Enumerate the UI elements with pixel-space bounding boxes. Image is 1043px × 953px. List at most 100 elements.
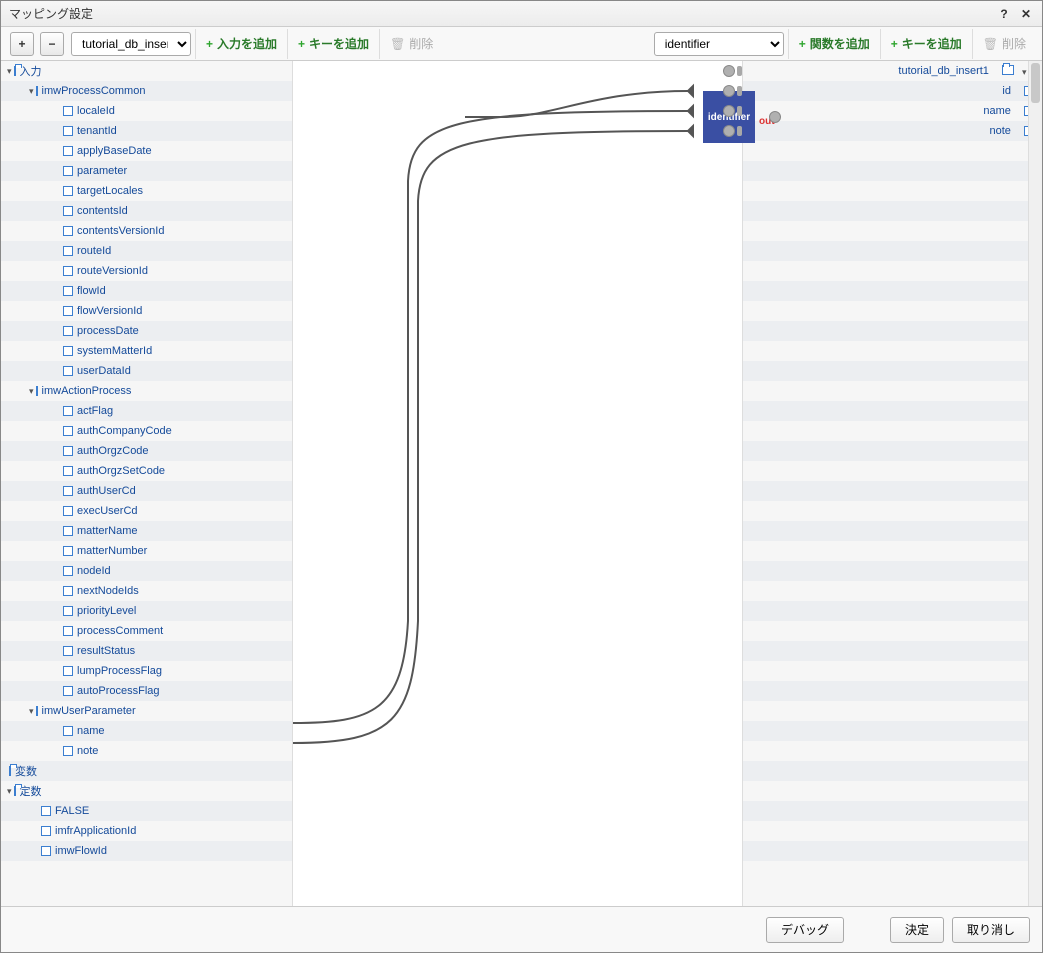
toggle-icon[interactable] [29, 826, 39, 836]
toggle-icon[interactable]: ▾ [7, 66, 12, 76]
tree-row[interactable]: ▾ imwActionProcess [1, 381, 292, 401]
toggle-icon[interactable] [51, 246, 61, 256]
toggle-icon[interactable] [51, 486, 61, 496]
expand-all-button[interactable]: + [10, 32, 34, 56]
node-label: imfrApplicationId [55, 825, 136, 837]
toggle-icon[interactable] [51, 106, 61, 116]
tree-row[interactable]: matterNumber [1, 541, 292, 561]
node-label: flowId [77, 285, 106, 297]
field-icon [63, 326, 73, 336]
toggle-icon[interactable] [51, 586, 61, 596]
toggle-icon[interactable] [51, 526, 61, 536]
toggle-icon[interactable] [51, 346, 61, 356]
tree-row[interactable]: tutorial_db_insert1 ▾ [743, 61, 1042, 81]
toggle-icon[interactable] [51, 226, 61, 236]
trash-icon: 🗑 [983, 37, 998, 51]
empty-row [743, 161, 1042, 181]
close-icon[interactable]: ✕ [1018, 6, 1034, 22]
toggle-icon[interactable] [51, 626, 61, 636]
input-port[interactable] [718, 81, 742, 101]
toggle-icon[interactable] [51, 426, 61, 436]
tree-row[interactable]: note [743, 121, 1042, 141]
tree-row[interactable]: matterName [1, 521, 292, 541]
toggle-icon[interactable] [51, 326, 61, 336]
toggle-icon[interactable] [51, 446, 61, 456]
tree-row[interactable]: name [743, 101, 1042, 121]
field-icon [63, 166, 73, 176]
tree-row[interactable]: flowId [1, 281, 292, 301]
toggle-icon[interactable] [51, 206, 61, 216]
toggle-icon[interactable]: ▾ [29, 86, 34, 96]
toggle-icon[interactable] [51, 366, 61, 376]
toggle-icon[interactable] [51, 646, 61, 656]
add-input-button[interactable]: +入力を追加 [195, 29, 287, 59]
tree-row[interactable]: execUserCd [1, 501, 292, 521]
node-label: id [1002, 85, 1011, 97]
delete-right-button[interactable]: 🗑削除 [972, 29, 1036, 59]
field-icon [41, 806, 51, 816]
delete-left-button[interactable]: 🗑削除 [379, 29, 443, 59]
toggle-icon[interactable]: ▾ [7, 786, 12, 796]
toggle-icon[interactable] [51, 286, 61, 296]
toggle-icon[interactable] [51, 126, 61, 136]
add-func-button[interactable]: +関数を追加 [788, 29, 880, 59]
toggle-icon[interactable] [51, 546, 61, 556]
add-key-right-button[interactable]: +キーを追加 [880, 29, 972, 59]
tree-row[interactable]: nextNodeIds [1, 581, 292, 601]
tree-row[interactable]: priorityLevel [1, 601, 292, 621]
toggle-icon[interactable] [51, 506, 61, 516]
empty-row [743, 641, 1042, 661]
toggle-icon[interactable] [29, 846, 39, 856]
field-icon [63, 526, 73, 536]
function-out-port[interactable] [769, 111, 781, 123]
tree-row[interactable]: contentsVersionId [1, 221, 292, 241]
center-func-select[interactable]: identifier [654, 32, 784, 56]
input-port[interactable] [718, 61, 742, 81]
empty-row [743, 721, 1042, 741]
toggle-icon[interactable] [51, 566, 61, 576]
toggle-icon[interactable] [51, 186, 61, 196]
tree-row[interactable]: id [743, 81, 1042, 101]
cancel-button[interactable]: 取り消し [952, 917, 1030, 943]
center-canvas[interactable]: identifier out [293, 61, 742, 906]
empty-row [743, 481, 1042, 501]
toggle-icon[interactable] [51, 306, 61, 316]
node-label: resultStatus [77, 645, 135, 657]
toggle-icon[interactable]: ▾ [29, 706, 34, 716]
node-label: imwActionProcess [42, 385, 132, 397]
input-port[interactable] [718, 101, 742, 121]
help-icon[interactable]: ? [996, 6, 1012, 22]
field-icon [63, 566, 73, 576]
node-label: tenantId [77, 125, 117, 137]
debug-button[interactable]: デバッグ [766, 917, 844, 943]
empty-row [743, 841, 1042, 861]
field-icon [41, 846, 51, 856]
node-label: nextNodeIds [77, 585, 139, 597]
input-port[interactable] [718, 121, 742, 141]
toggle-icon[interactable]: ▾ [29, 386, 34, 396]
left-source-select[interactable]: tutorial_db_insert [71, 32, 191, 56]
tree-row[interactable]: ▾定数 [1, 781, 292, 801]
tree-row[interactable]: nodeId [1, 561, 292, 581]
toggle-icon[interactable] [51, 266, 61, 276]
toggle-icon[interactable] [29, 806, 39, 816]
toggle-icon[interactable] [51, 146, 61, 156]
add-key-left-button[interactable]: +キーを追加 [287, 29, 379, 59]
toggle-icon[interactable] [51, 606, 61, 616]
toggle-icon[interactable] [51, 666, 61, 676]
tree-row[interactable]: authUserCd [1, 481, 292, 501]
node-label: userDataId [77, 365, 131, 377]
right-scrollbar[interactable] [1028, 61, 1042, 906]
collapse-all-button[interactable]: − [40, 32, 64, 56]
tree-row[interactable]: routeId [1, 241, 292, 261]
tree-row[interactable]: targetLocales [1, 181, 292, 201]
toggle-icon[interactable] [51, 166, 61, 176]
folder-icon [1002, 66, 1014, 75]
tree-row[interactable]: routeVersionId [1, 261, 292, 281]
toggle-icon[interactable] [51, 406, 61, 416]
node-label: localeId [77, 105, 115, 117]
toggle-icon[interactable] [51, 466, 61, 476]
ok-button[interactable]: 決定 [890, 917, 944, 943]
field-icon [63, 466, 73, 476]
tree-row[interactable]: contentsId [1, 201, 292, 221]
